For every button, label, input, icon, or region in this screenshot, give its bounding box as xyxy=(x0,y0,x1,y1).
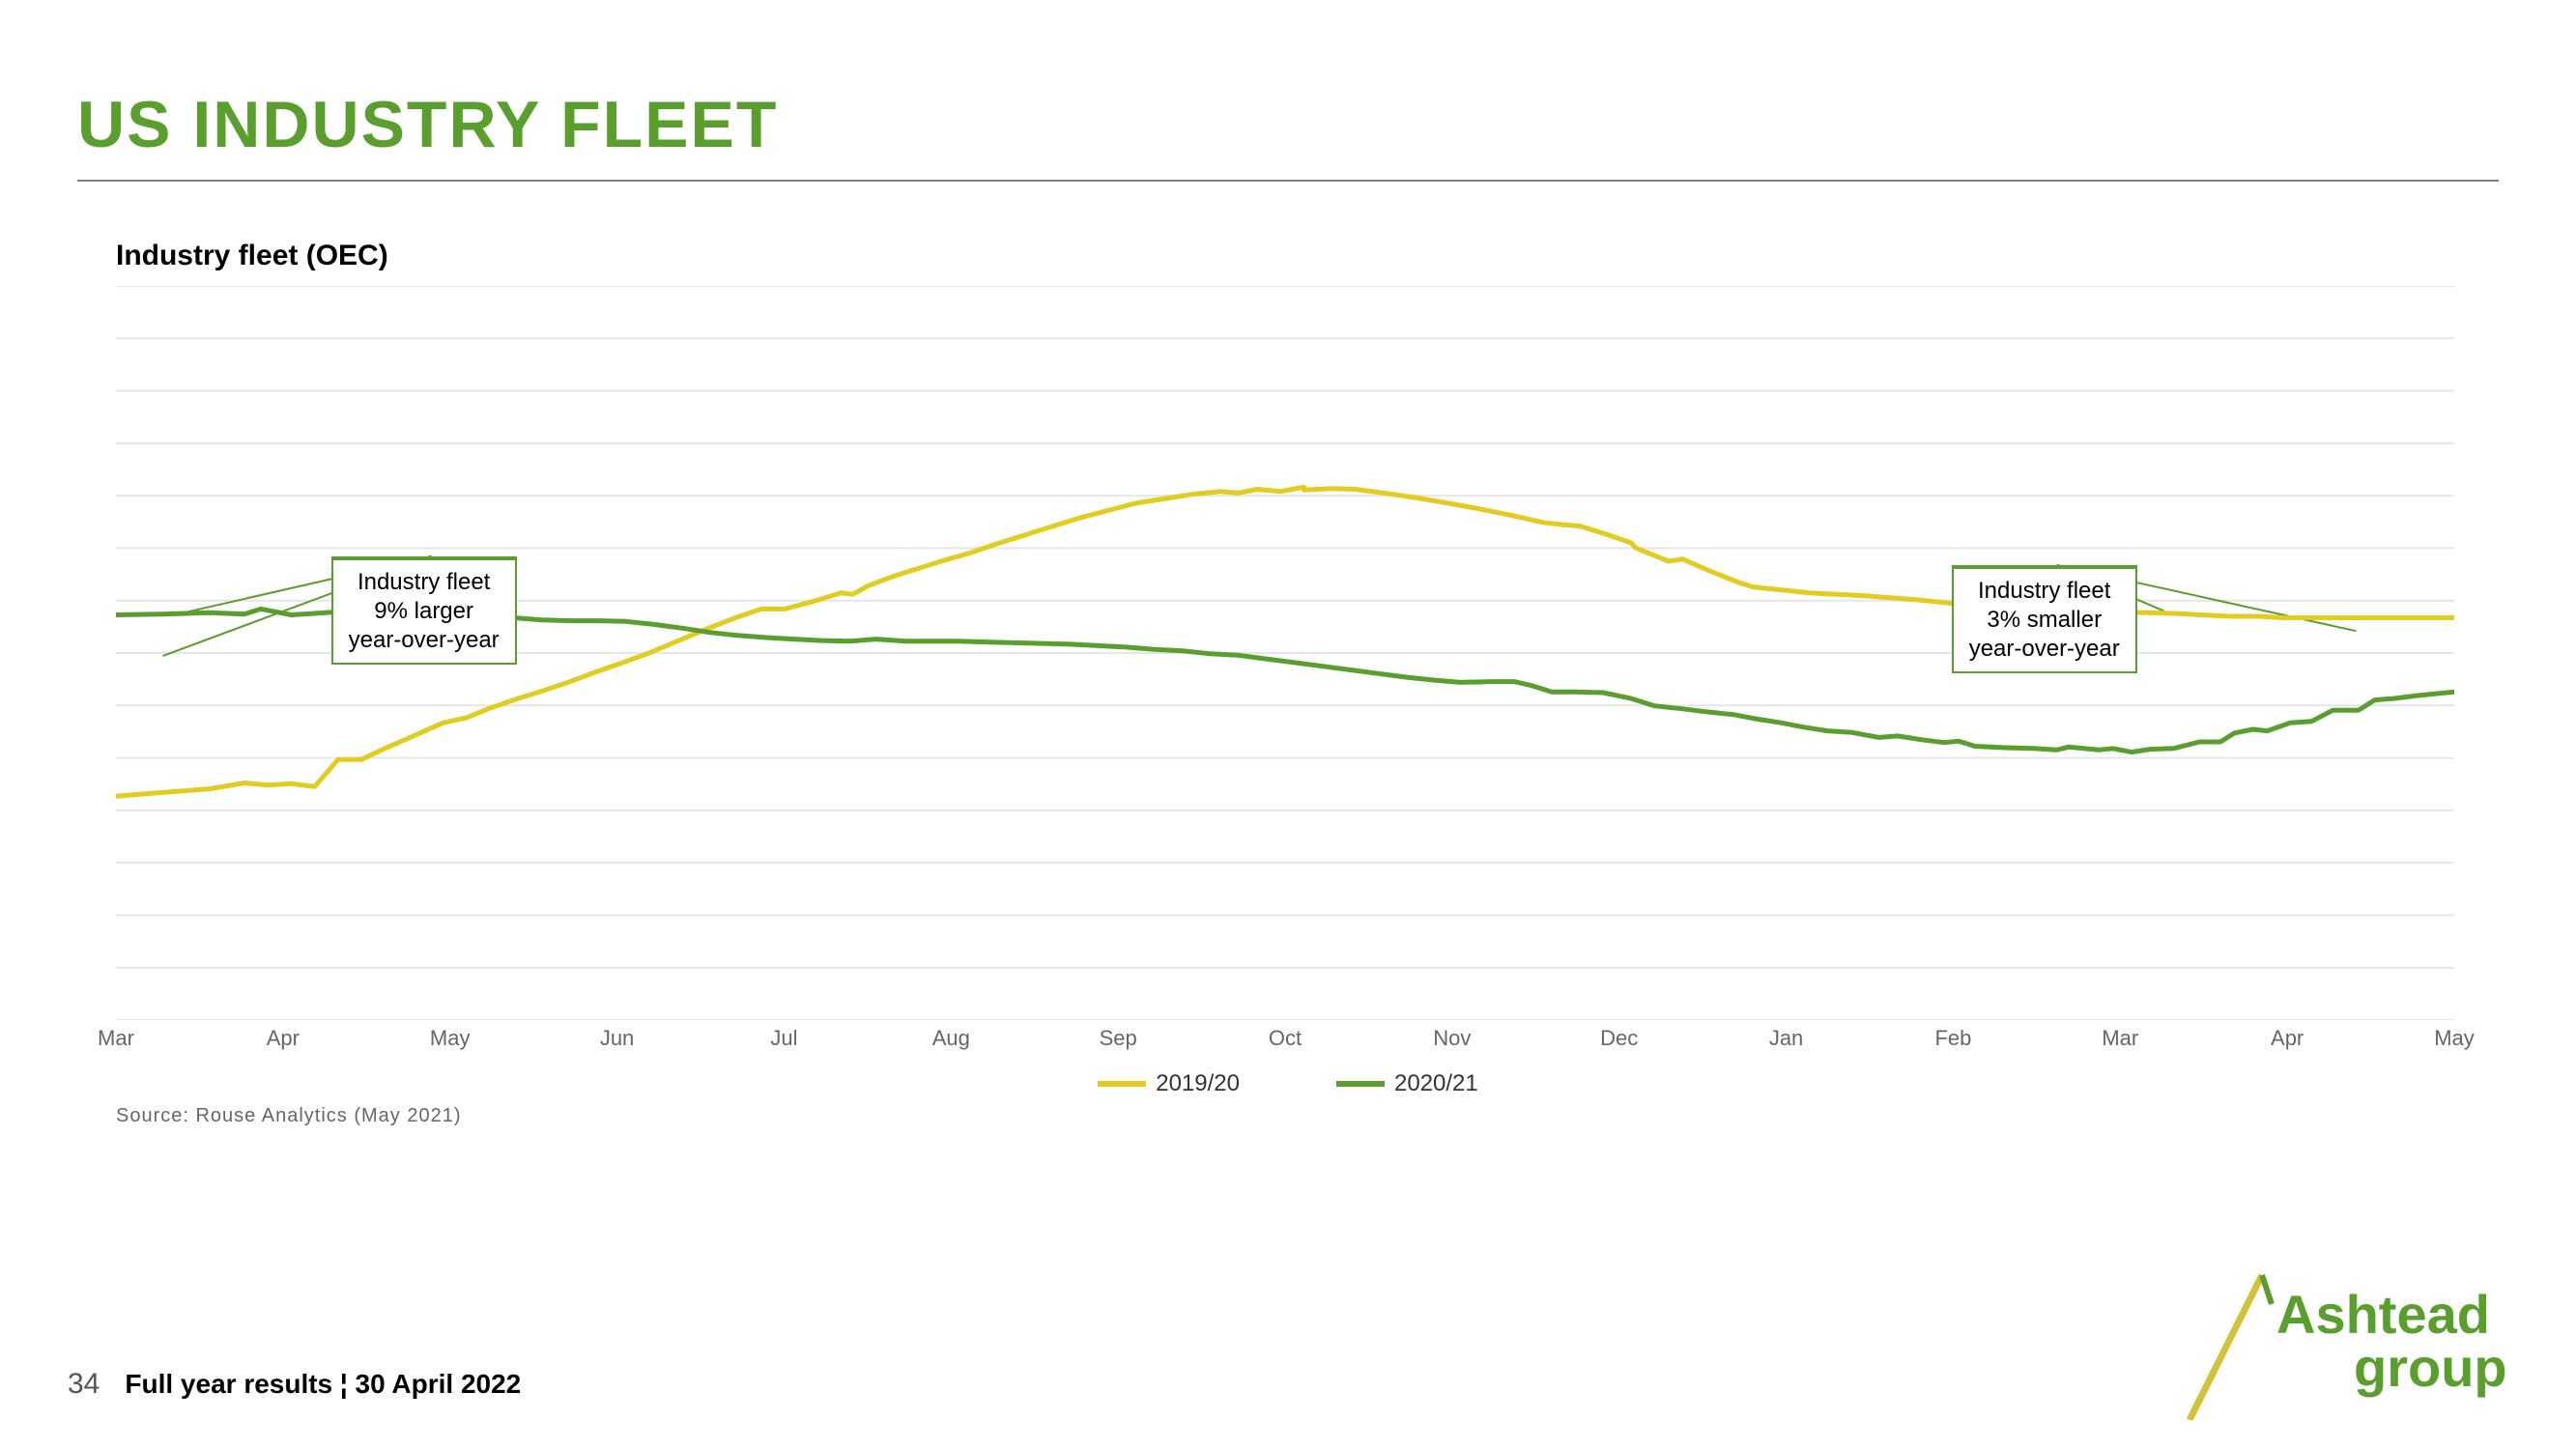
legend-label: 2019/20 xyxy=(1156,1070,1240,1097)
svg-text:group: group xyxy=(2354,1337,2507,1398)
legend-swatch xyxy=(1336,1081,1385,1087)
x-tick-label: Jun xyxy=(600,1026,634,1051)
x-tick-label: Mar xyxy=(2102,1026,2138,1051)
page-number: 34 xyxy=(68,1368,100,1401)
chart-container: Industry fleet9% largeryear-over-yearInd… xyxy=(116,286,2460,1127)
x-tick-label: Jan xyxy=(1769,1026,1803,1051)
slide: US INDUSTRY FLEET Industry fleet (OEC) I… xyxy=(0,0,2576,1449)
slide-footer: 34 Full year results ¦ 30 April 2022 xyxy=(68,1368,521,1401)
x-tick-label: Apr xyxy=(2271,1026,2304,1051)
line-chart xyxy=(116,286,2454,1020)
chart-subtitle: Industry fleet (OEC) xyxy=(116,240,2499,272)
x-tick-label: Oct xyxy=(1269,1026,1302,1051)
x-tick-label: Feb xyxy=(1934,1026,1971,1051)
page-title: US INDUSTRY FLEET xyxy=(77,87,2499,162)
x-tick-label: Apr xyxy=(267,1026,300,1051)
svg-text:Ashtead: Ashtead xyxy=(2276,1284,2490,1345)
x-tick-label: Aug xyxy=(932,1026,970,1051)
title-rule xyxy=(77,180,2499,182)
x-tick-label: Nov xyxy=(1433,1026,1471,1051)
chart-legend: 2019/20 2020/21 xyxy=(116,1070,2460,1097)
x-tick-label: Jul xyxy=(770,1026,797,1051)
legend-item: 2020/21 xyxy=(1336,1070,1478,1097)
x-tick-label: Mar xyxy=(98,1026,134,1051)
legend-item: 2019/20 xyxy=(1098,1070,1240,1097)
x-tick-label: May xyxy=(430,1026,471,1051)
legend-label: 2020/21 xyxy=(1394,1070,1478,1097)
legend-swatch xyxy=(1098,1081,1146,1087)
ashtead-group-logo: Ashtead group xyxy=(2161,1265,2508,1420)
x-tick-label: May xyxy=(2434,1026,2475,1051)
x-axis-labels: MarAprMayJunJulAugSepOctNovDecJanFebMarA… xyxy=(116,1026,2454,1065)
footer-text: Full year results ¦ 30 April 2022 xyxy=(125,1369,521,1400)
x-tick-label: Dec xyxy=(1600,1026,1638,1051)
chart-source: Source: Rouse Analytics (May 2021) xyxy=(116,1105,2460,1127)
x-tick-label: Sep xyxy=(1100,1026,1137,1051)
